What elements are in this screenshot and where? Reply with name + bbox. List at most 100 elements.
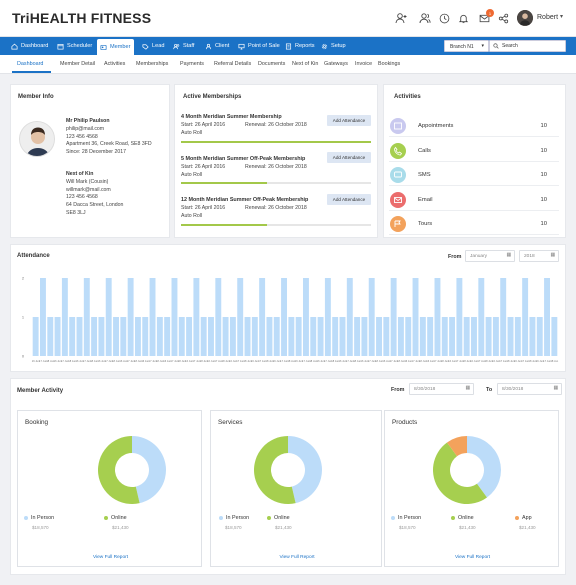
add-attendance-button[interactable]: Add Attendance	[327, 152, 371, 163]
view-full-report-link[interactable]: View Full Report	[279, 555, 315, 560]
group-icon[interactable]	[419, 12, 431, 24]
attendance-from-input[interactable]: January ▦	[465, 250, 515, 262]
activity-label: Calls	[418, 147, 431, 154]
nav-reports[interactable]: Reports	[282, 37, 318, 55]
add-user-icon[interactable]	[395, 12, 407, 24]
from-placeholder: January	[470, 254, 488, 259]
membership-roll: Auto Roll	[181, 130, 203, 136]
x-tick-label: 17 Jun	[61, 359, 69, 363]
membership-item: 12 Month Meridian Summer Off-Peak Member…	[181, 194, 371, 226]
user-avatar[interactable]	[517, 10, 533, 26]
x-tick-label: 16 Jun	[492, 359, 500, 363]
main-nav: Dashboard Scheduler Member Lead Staff Cl…	[0, 37, 576, 55]
activity-from-input[interactable]: 8/30/2018 ▦	[409, 383, 474, 395]
attendance-from-label: From	[448, 254, 462, 260]
x-tick-label: 16 Jun	[426, 359, 434, 363]
kin-street: 64 Dacca Street, London	[66, 202, 124, 209]
nav-dashboard[interactable]: Dashboard	[8, 37, 51, 55]
x-tick-label: 17 Jun	[477, 359, 485, 363]
chevron-down-icon: ▾	[481, 43, 484, 49]
membership-roll: Auto Roll	[181, 172, 203, 178]
x-tick-label: 16 Jun	[514, 359, 522, 363]
x-tick-label: 17 Jun	[302, 359, 310, 363]
attendance-bar	[251, 317, 258, 356]
attendance-bar	[419, 317, 426, 356]
user-name[interactable]: Robert	[537, 14, 559, 21]
subtab-member-detail[interactable]: Member Detail	[60, 61, 96, 67]
view-full-report-link[interactable]: View Full Report	[92, 555, 129, 560]
branch-select[interactable]: Branch N1 ▾	[444, 40, 489, 52]
calendar-icon	[57, 43, 64, 49]
x-tick-label: 17 Jun	[434, 359, 442, 363]
attendance-bar	[171, 278, 178, 356]
kin-phone: 123 456 4568	[66, 194, 98, 201]
activity-row-sms[interactable]: SMS 10	[389, 162, 559, 186]
attendance-bar	[164, 317, 171, 356]
attendance-bar	[288, 317, 295, 356]
add-attendance-button[interactable]: Add Attendance	[327, 194, 371, 205]
products-card: Products In Person $18,570 Online $21,43…	[384, 410, 559, 567]
attendance-bar	[215, 278, 222, 356]
share-icon[interactable]	[497, 12, 509, 24]
kin-email[interactable]: willmark@mail.com	[66, 186, 111, 193]
legend-label: In Person	[31, 515, 55, 521]
x-tick-label: 17 Jun	[192, 359, 200, 363]
card-title: Services	[218, 419, 243, 426]
attendance-bar	[229, 317, 236, 356]
subtab-activities[interactable]: Activities	[104, 61, 126, 67]
attendance-bar	[222, 317, 229, 356]
subtab-documents[interactable]: Documents	[258, 61, 286, 67]
activity-row-appointments[interactable]: Appointments 10	[389, 113, 559, 137]
donut-slice-in-person	[467, 436, 501, 498]
member-email[interactable]: philip@mail.com	[66, 125, 105, 132]
subtab-bookings[interactable]: Bookings	[378, 61, 401, 67]
subtab-invoice[interactable]: Invoice	[355, 61, 373, 67]
nav-member[interactable]: Member	[97, 39, 134, 55]
x-tick-label: 17 Jun	[455, 359, 463, 363]
chevron-down-icon[interactable]: ▾	[560, 14, 564, 20]
x-tick-label: 17 Jun	[127, 359, 135, 363]
clock-icon[interactable]	[438, 12, 450, 24]
subtab-dashboard[interactable]: Dashboard	[17, 61, 44, 67]
nav-scheduler[interactable]: Scheduler	[54, 37, 95, 55]
attendance-bar	[76, 317, 83, 356]
nav-point-of-sale[interactable]: Point of Sale	[235, 37, 283, 55]
member-subtabs: Dashboard Member Detail Activities Membe…	[0, 55, 576, 74]
attendance-bar	[434, 278, 441, 356]
attendance-bar	[69, 317, 76, 356]
activity-row-email[interactable]: Email 10	[389, 187, 559, 211]
x-tick-label: 18 Jun	[134, 359, 142, 363]
subtab-gateways[interactable]: Gateways	[324, 61, 348, 67]
search-input[interactable]: Search	[489, 40, 566, 52]
x-tick-label: 16 Jun	[207, 359, 215, 363]
add-attendance-button[interactable]: Add Attendance	[327, 115, 371, 126]
attendance-bar	[47, 317, 54, 356]
donut-slice-online	[433, 442, 487, 504]
subtab-payments[interactable]: Payments	[180, 61, 204, 67]
view-full-report-link[interactable]: View Full Report	[454, 555, 491, 560]
activity-row-calls[interactable]: Calls 10	[389, 138, 559, 162]
member-info-title: Member Info	[18, 94, 54, 100]
mail-icon[interactable]: 1	[478, 9, 494, 24]
attendance-bar	[354, 317, 361, 356]
activity-to-input[interactable]: 8/30/2018 ▦	[497, 383, 562, 395]
x-tick-label: 18 Jun	[222, 359, 230, 363]
nav-lead[interactable]: Lead	[139, 37, 167, 55]
nav-setup[interactable]: Setup	[318, 37, 349, 55]
x-tick-label: 18 Jun	[375, 359, 383, 363]
attendance-bar	[156, 317, 163, 356]
x-tick-label: 18 Jun	[46, 359, 54, 363]
attendance-bar	[441, 317, 448, 356]
x-tick-label: 16 Jun	[295, 359, 303, 363]
subtab-memberships[interactable]: Memberships	[136, 61, 169, 67]
subtab-next-of-kin[interactable]: Next of Kin	[292, 61, 319, 67]
bell-icon[interactable]	[457, 12, 469, 24]
member-phone: 123 456 4568	[66, 133, 98, 140]
x-tick-label: 18 Jun	[178, 359, 186, 363]
nav-client[interactable]: Client	[202, 37, 232, 55]
nav-staff[interactable]: Staff	[170, 37, 197, 55]
subtab-referral-details[interactable]: Referral Details	[214, 61, 252, 67]
attendance-to-input[interactable]: 2018 ▦	[519, 250, 559, 262]
activity-row-tours[interactable]: Tours 10	[389, 211, 559, 235]
membership-name: 12 Month Meridian Summer Off-Peak Member…	[181, 197, 309, 203]
